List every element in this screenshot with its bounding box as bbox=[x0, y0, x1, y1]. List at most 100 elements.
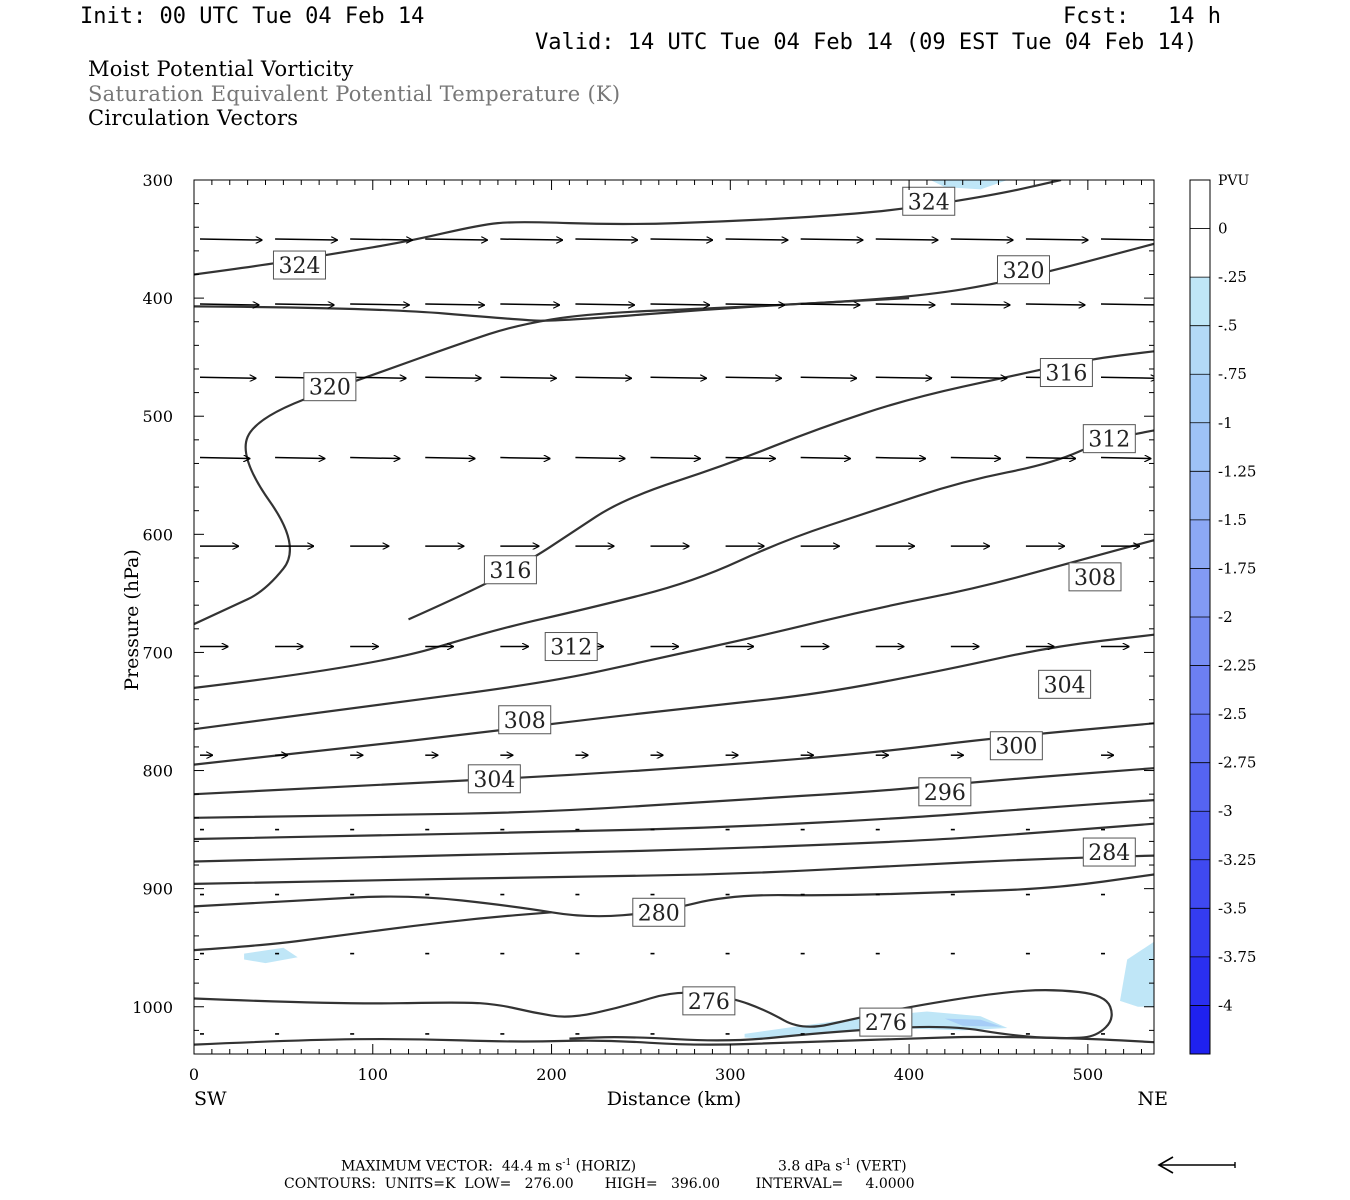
colorbar-tick-label: -.25 bbox=[1218, 268, 1247, 286]
y-tick-label: 500 bbox=[142, 407, 173, 426]
circulation-vector bbox=[875, 239, 938, 240]
max-vector-horiz-exponent: -1 bbox=[562, 1158, 572, 1168]
contour-line-324 bbox=[194, 180, 1062, 276]
contour-label: 304 bbox=[473, 768, 515, 793]
colorbar-swatch bbox=[1190, 714, 1210, 764]
contour-label-box bbox=[996, 255, 1050, 285]
y-tick-label: 700 bbox=[142, 643, 173, 662]
contour-line-276 bbox=[194, 989, 1113, 1042]
circulation-vector bbox=[650, 377, 707, 378]
circulation-vector bbox=[500, 239, 562, 240]
colorbar-swatch bbox=[1190, 956, 1210, 1006]
y-tick-label: 300 bbox=[142, 171, 173, 190]
circulation-vector bbox=[199, 377, 256, 378]
colorbar-tick-label: -1.5 bbox=[1218, 511, 1247, 529]
contour-label: 316 bbox=[489, 559, 531, 584]
circulation-vector bbox=[425, 458, 475, 459]
colorbar-swatch bbox=[1190, 471, 1210, 521]
colorbar-swatch bbox=[1190, 325, 1210, 375]
valid-time: Valid: 14 UTC Tue 04 Feb 14 (09 EST Tue … bbox=[535, 30, 1198, 55]
x-end-label-ne: NE bbox=[1138, 1088, 1169, 1110]
circulation-vector bbox=[1025, 239, 1088, 240]
circulation-vector bbox=[575, 458, 625, 459]
circulation-vector bbox=[875, 304, 935, 305]
contour-label: 312 bbox=[550, 636, 592, 661]
colorbar-swatch bbox=[1190, 519, 1210, 569]
circulation-vector bbox=[575, 304, 634, 305]
colorbar-swatch bbox=[1190, 228, 1210, 278]
contour-label: 276 bbox=[688, 990, 730, 1015]
max-vector-horiz-label: (HORIZ) bbox=[575, 1158, 637, 1175]
circulation-vector bbox=[275, 458, 325, 459]
circulation-vector bbox=[800, 304, 860, 305]
cross-section-plot: 324 324 320 320 316 316 312 312 308 308 304 304 300 2… bbox=[121, 171, 1256, 1110]
contour-label: 296 bbox=[924, 781, 966, 806]
circulation-vector bbox=[650, 304, 710, 305]
colorbar-tick-label: -3 bbox=[1218, 802, 1233, 820]
x-tick-label: 300 bbox=[715, 1065, 746, 1084]
circulation-vector bbox=[650, 239, 713, 240]
circulation-vector bbox=[350, 304, 409, 305]
circulation-vector bbox=[1025, 304, 1085, 305]
contour-label-box bbox=[632, 897, 686, 927]
contour-label: 276 bbox=[865, 1011, 907, 1036]
circulation-vectors bbox=[199, 239, 1154, 1035]
y-tick-label: 1000 bbox=[132, 998, 173, 1017]
contour-label: 284 bbox=[1088, 841, 1130, 866]
colorbar-swatch bbox=[1190, 811, 1210, 861]
circulation-vector bbox=[425, 239, 487, 240]
contour-label-box bbox=[483, 555, 537, 585]
field-label-mpv: Moist Potential Vorticity bbox=[88, 57, 354, 81]
colorbar-tick-label: -3.75 bbox=[1218, 948, 1256, 966]
colorbar-swatch bbox=[1190, 859, 1210, 909]
plot-frame bbox=[193, 179, 1155, 1055]
contour-line-320 bbox=[194, 297, 910, 626]
contour-label-box bbox=[1038, 669, 1092, 699]
mpv-shading-region bbox=[1120, 941, 1154, 1007]
colorbar-swatch bbox=[1190, 908, 1210, 958]
contour-info: CONTOURS: UNITS=K LOW= 276.00 HIGH= 396.… bbox=[284, 1176, 915, 1192]
y-axis-title: Pressure (hPa) bbox=[121, 549, 143, 691]
contour-label-box bbox=[1068, 562, 1122, 592]
circulation-vector bbox=[1025, 458, 1076, 459]
contour-line-312 bbox=[194, 429, 1154, 689]
circulation-vector bbox=[950, 458, 1001, 459]
max-vector-vert-value: 3.8 dPa s bbox=[778, 1158, 843, 1175]
contour-line-276 bbox=[194, 1035, 1154, 1046]
circulation-vector bbox=[875, 458, 926, 459]
contour-label: 300 bbox=[995, 735, 1037, 760]
circulation-vector bbox=[800, 458, 851, 459]
colorbar-swatch bbox=[1190, 277, 1210, 327]
contour-label: 324 bbox=[908, 190, 950, 215]
colorbar-tick-label: -2.25 bbox=[1218, 657, 1256, 675]
circulation-vector bbox=[425, 377, 481, 378]
circulation-vector bbox=[800, 239, 863, 240]
circulation-vector bbox=[275, 239, 337, 240]
reference-vector-arrow bbox=[1157, 1156, 1236, 1174]
x-tick-label: 500 bbox=[1073, 1065, 1104, 1084]
circulation-vector bbox=[425, 304, 484, 305]
colorbar-tick-label: -1.75 bbox=[1218, 559, 1256, 577]
contour-line-292 bbox=[194, 799, 1154, 841]
colorbar-swatch bbox=[1190, 568, 1210, 618]
circulation-vector bbox=[725, 239, 788, 240]
x-end-label-sw: SW bbox=[194, 1088, 227, 1110]
circulation-vector bbox=[350, 239, 412, 240]
circulation-vector bbox=[275, 304, 334, 305]
contour-label: 308 bbox=[1074, 566, 1116, 591]
contour-label: 280 bbox=[638, 901, 680, 926]
colorbar-tick-label: -4 bbox=[1218, 996, 1233, 1014]
x-tick-label: 0 bbox=[189, 1065, 199, 1084]
mpv-shading-region bbox=[944, 1018, 1002, 1027]
contour-line-280 bbox=[194, 911, 552, 952]
circulation-vector bbox=[199, 458, 250, 459]
init-time: Init: 00 UTC Tue 04 Feb 14 bbox=[80, 4, 425, 29]
contour-label: 324 bbox=[278, 254, 320, 279]
contour-label-box bbox=[989, 731, 1043, 761]
circulation-vector bbox=[1100, 377, 1154, 378]
colorbar-tick-label: -2.75 bbox=[1218, 754, 1256, 772]
y-tick-label: 600 bbox=[142, 525, 173, 544]
contour-label: 308 bbox=[504, 709, 546, 734]
axes: 300 400 500 600 700 800 900 1000 0 100 200 300 400 50… bbox=[132, 171, 1154, 1084]
circulation-vector bbox=[500, 458, 550, 459]
